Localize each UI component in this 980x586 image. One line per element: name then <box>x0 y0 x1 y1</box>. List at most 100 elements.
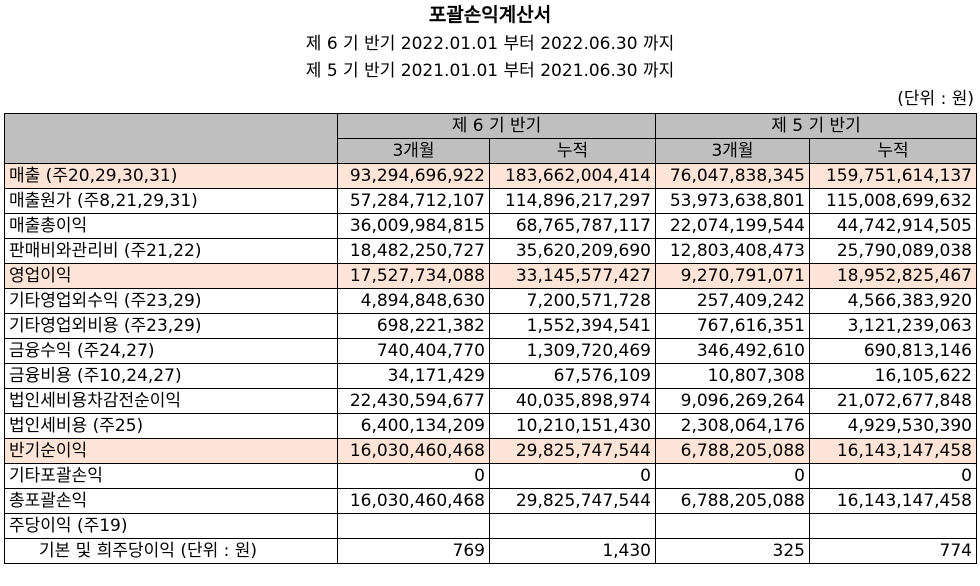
cell-prior-3m: 346,492,610 <box>655 338 810 364</box>
cell-current-3m: 18,482,250,727 <box>337 238 490 264</box>
table-row-gross-profit: 매출총이익 36,009,984,815 68,765,787,117 22,0… <box>4 213 977 239</box>
cell-prior-cum: 21,072,677,848 <box>809 388 977 414</box>
cell-prior-3m: 0 <box>655 463 810 489</box>
unit-label: (단위 : 원) <box>897 89 974 109</box>
cell-current-3m: 34,171,429 <box>337 363 490 389</box>
cell-current-cum: 1,309,720,469 <box>489 338 656 364</box>
cell-current-cum: 0 <box>489 463 656 489</box>
header-prior-period: 제 5 기 반기 <box>655 113 977 139</box>
cell-current-cum: 7,200,571,728 <box>489 288 656 314</box>
row-label: 기타포괄손익 <box>4 463 338 489</box>
table-row-other-expenses: 기타영업외비용 (주23,29) 698,221,382 1,552,394,5… <box>4 313 977 339</box>
cell-prior-cum: 774 <box>809 538 977 564</box>
row-label: 기타영업외비용 (주23,29) <box>4 313 338 339</box>
cell-prior-3m: 53,973,638,801 <box>655 188 810 214</box>
cell-prior-cum: 159,751,614,137 <box>809 163 977 189</box>
row-label: 법인세비용차감전순이익 <box>4 388 338 414</box>
table-row-cost-of-sales: 매출원가 (주8,21,29,31) 57,284,712,107 114,89… <box>4 188 977 214</box>
cell-current-cum: 114,896,217,297 <box>489 188 656 214</box>
table-row-pretax-income: 법인세비용차감전순이익 22,430,594,677 40,035,898,97… <box>4 388 977 414</box>
row-label: 기타영업외수익 (주23,29) <box>4 288 338 314</box>
cell-current-3m: 740,404,770 <box>337 338 490 364</box>
row-label: 금융수익 (주24,27) <box>4 338 338 364</box>
cell-prior-3m: 767,616,351 <box>655 313 810 339</box>
header-prior-3m: 3개월 <box>655 138 810 164</box>
header-current-period: 제 6 기 반기 <box>337 113 656 139</box>
cell-prior-3m: 9,270,791,071 <box>655 263 810 289</box>
table-row-finance-income: 금융수익 (주24,27) 740,404,770 1,309,720,469 … <box>4 338 977 364</box>
row-label: 기본 및 희주당이익 (단위 : 원) <box>4 538 338 564</box>
cell-prior-3m: 257,409,242 <box>655 288 810 314</box>
cell-prior-3m: 76,047,838,345 <box>655 163 810 189</box>
table-row-revenue: 매출 (주20,29,30,31) 93,294,696,922 183,662… <box>4 163 977 189</box>
cell-current-3m: 17,527,734,088 <box>337 263 490 289</box>
cell-current-cum: 35,620,209,690 <box>489 238 656 264</box>
cell-current-3m: 0 <box>337 463 490 489</box>
row-label: 매출원가 (주8,21,29,31) <box>4 188 338 214</box>
table-row-finance-costs: 금융비용 (주10,24,27) 34,171,429 67,576,109 1… <box>4 363 977 389</box>
cell-current-cum: 68,765,787,117 <box>489 213 656 239</box>
period-prior: 제 5 기 반기 2021.01.01 부터 2021.06.30 까지 <box>305 61 675 81</box>
statement-title: 포괄손익계산서 <box>428 4 552 26</box>
cell-prior-3m: 22,074,199,544 <box>655 213 810 239</box>
cell-current-3m: 93,294,696,922 <box>337 163 490 189</box>
cell-current-cum: 10,210,151,430 <box>489 413 656 439</box>
cell-current-cum: 29,825,747,544 <box>489 488 656 514</box>
header-blank-cell <box>4 113 338 164</box>
cell-prior-cum: 4,929,530,390 <box>809 413 977 439</box>
cell-current-cum: 1,552,394,541 <box>489 313 656 339</box>
cell-current-3m <box>337 513 490 539</box>
header-row-groups: 제 6 기 반기 제 5 기 반기 <box>4 113 977 164</box>
cell-prior-3m: 6,788,205,088 <box>655 488 810 514</box>
row-label: 매출 (주20,29,30,31) <box>4 163 338 189</box>
table-row-income-tax: 법인세비용 (주25) 6,400,134,209 10,210,151,430… <box>4 413 977 439</box>
cell-prior-3m: 6,788,205,088 <box>655 438 810 464</box>
cell-prior-cum: 16,143,147,458 <box>809 438 977 464</box>
header-current-3m: 3개월 <box>337 138 490 164</box>
cell-prior-cum: 690,813,146 <box>809 338 977 364</box>
row-label: 금융비용 (주10,24,27) <box>4 363 338 389</box>
cell-prior-cum: 25,790,089,038 <box>809 238 977 264</box>
cell-current-3m: 769 <box>337 538 490 564</box>
table-row-net-income: 반기순이익 16,030,460,468 29,825,747,544 6,78… <box>4 438 977 464</box>
table-row-other-income: 기타영업외수익 (주23,29) 4,894,848,630 7,200,571… <box>4 288 977 314</box>
row-label: 반기순이익 <box>4 438 338 464</box>
cell-prior-3m <box>655 513 810 539</box>
table-row-eps-header: 주당이익 (주19) <box>4 513 977 539</box>
cell-prior-3m: 12,803,408,473 <box>655 238 810 264</box>
row-label: 주당이익 (주19) <box>4 513 338 539</box>
table-row-sga: 판매비와관리비 (주21,22) 18,482,250,727 35,620,2… <box>4 238 977 264</box>
row-label: 매출총이익 <box>4 213 338 239</box>
row-label: 법인세비용 (주25) <box>4 413 338 439</box>
cell-current-cum: 1,430 <box>489 538 656 564</box>
cell-prior-cum: 3,121,239,063 <box>809 313 977 339</box>
cell-prior-cum: 16,105,622 <box>809 363 977 389</box>
cell-prior-cum <box>809 513 977 539</box>
cell-prior-3m: 2,308,064,176 <box>655 413 810 439</box>
cell-prior-cum: 18,952,825,467 <box>809 263 977 289</box>
cell-current-3m: 6,400,134,209 <box>337 413 490 439</box>
cell-current-cum: 33,145,577,427 <box>489 263 656 289</box>
table-row-total-comprehensive-income: 총포괄손익 16,030,460,468 29,825,747,544 6,78… <box>4 488 977 514</box>
cell-current-3m: 57,284,712,107 <box>337 188 490 214</box>
table-row-operating-income: 영업이익 17,527,734,088 33,145,577,427 9,270… <box>4 263 977 289</box>
cell-current-cum: 183,662,004,414 <box>489 163 656 189</box>
cell-current-3m: 16,030,460,468 <box>337 488 490 514</box>
cell-current-3m: 16,030,460,468 <box>337 438 490 464</box>
cell-current-3m: 22,430,594,677 <box>337 388 490 414</box>
cell-prior-3m: 10,807,308 <box>655 363 810 389</box>
cell-current-cum: 29,825,747,544 <box>489 438 656 464</box>
cell-current-3m: 698,221,382 <box>337 313 490 339</box>
row-label: 총포괄손익 <box>4 488 338 514</box>
cell-current-cum <box>489 513 656 539</box>
cell-prior-3m: 325 <box>655 538 810 564</box>
cell-current-3m: 4,894,848,630 <box>337 288 490 314</box>
cell-prior-cum: 4,566,383,920 <box>809 288 977 314</box>
income-statement-table: 제 6 기 반기 제 5 기 반기 3개월 누적 3개월 누적 매출 (주20,… <box>4 113 977 564</box>
header-current-cum: 누적 <box>489 138 656 164</box>
cell-prior-cum: 44,742,914,505 <box>809 213 977 239</box>
cell-current-cum: 67,576,109 <box>489 363 656 389</box>
cell-prior-cum: 115,008,699,632 <box>809 188 977 214</box>
row-label: 영업이익 <box>4 263 338 289</box>
cell-prior-cum: 0 <box>809 463 977 489</box>
